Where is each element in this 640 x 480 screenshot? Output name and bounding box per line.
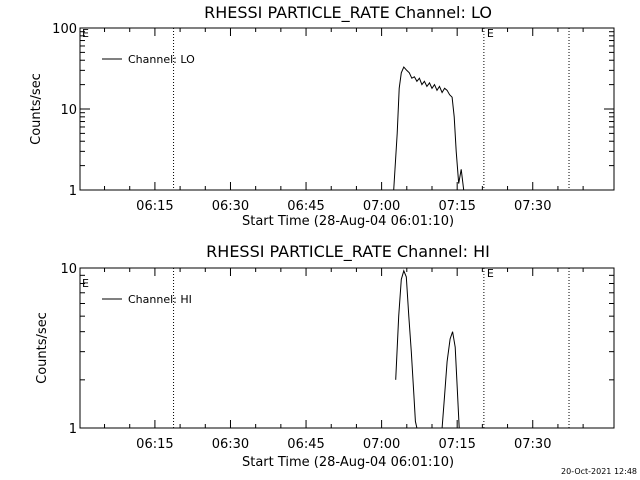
- series-line: [395, 269, 418, 429]
- x-tick-label: 06:30: [212, 437, 249, 452]
- plot-frame: [79, 267, 615, 429]
- tick-group: 1 10 06:15 06:30 06:45 07:00 07:15 07:30: [60, 262, 614, 452]
- y-axis-label: Counts/sec: [29, 73, 44, 145]
- y-tick-label: 1: [69, 184, 77, 199]
- panel-lo: RHESSI PARTICLE_RATE Channel: LO Counts/…: [29, 3, 615, 229]
- panel-hi: RHESSI PARTICLE_RATE Channel: HI Counts/…: [35, 242, 615, 470]
- x-tick-label: 06:30: [212, 199, 249, 214]
- event-markers: E: [173, 27, 570, 190]
- x-tick-label: 07:15: [438, 437, 475, 452]
- legend-label: Channel: HI: [128, 293, 192, 306]
- x-tick-label: 07:30: [514, 437, 551, 452]
- series-line: [441, 331, 460, 429]
- event-marker-label: E: [487, 267, 494, 280]
- chart-title: RHESSI PARTICLE_RATE Channel: LO: [204, 3, 492, 23]
- y-tick-label: 1: [69, 422, 77, 437]
- x-axis-label: Start Time (28-Aug-04 06:01:10): [242, 214, 454, 229]
- series-group: [395, 269, 460, 429]
- x-tick-label: 07:00: [363, 437, 400, 452]
- y-axis-label: Counts/sec: [35, 312, 50, 384]
- x-tick-label: 06:15: [136, 437, 173, 452]
- x-tick-label: 06:45: [287, 199, 324, 214]
- left-marker: E: [82, 27, 89, 40]
- x-tick-label: 07:30: [514, 199, 551, 214]
- series-line: [393, 66, 466, 191]
- x-tick-label: 07:15: [438, 199, 475, 214]
- footer-timestamp: 20-Oct-2021 12:48: [561, 467, 637, 476]
- left-marker: E: [82, 277, 89, 290]
- x-tick-label: 07:00: [363, 199, 400, 214]
- event-marker-label: E: [487, 27, 494, 40]
- event-markers: E: [173, 267, 570, 428]
- y-tick-label: 100: [52, 22, 77, 37]
- x-axis-label: Start Time (28-Aug-04 06:01:10): [242, 455, 454, 470]
- tick-group: 1 10 100 06:15 06:30 06:45 07:00 07:15 07:30: [52, 22, 614, 214]
- legend-label: Channel: LO: [128, 53, 195, 66]
- series-group: [393, 66, 466, 191]
- y-tick-label: 10: [60, 262, 77, 277]
- x-tick-label: 06:15: [136, 199, 173, 214]
- y-tick-label: 10: [60, 103, 77, 118]
- chart-title: RHESSI PARTICLE_RATE Channel: HI: [206, 242, 490, 262]
- x-tick-label: 06:45: [287, 437, 324, 452]
